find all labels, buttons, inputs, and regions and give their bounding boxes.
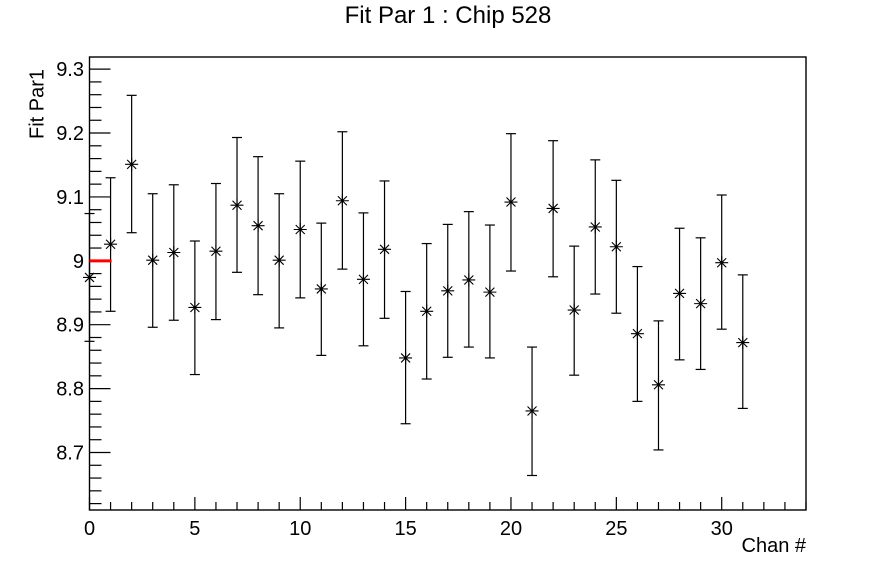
star-marker bbox=[272, 253, 286, 267]
x-tick-label: 0 bbox=[84, 518, 95, 540]
y-tick-label: 9.3 bbox=[56, 59, 84, 81]
star-marker bbox=[525, 404, 539, 418]
star-marker bbox=[251, 219, 265, 233]
x-tick-label: 30 bbox=[711, 518, 733, 540]
x-axis-title: Chan # bbox=[741, 535, 807, 557]
star-marker bbox=[399, 351, 413, 365]
star-marker bbox=[483, 285, 497, 299]
star-marker bbox=[441, 284, 455, 298]
star-marker bbox=[167, 246, 181, 260]
y-tick-label: 8.9 bbox=[56, 315, 84, 337]
star-marker bbox=[188, 300, 202, 314]
star-marker bbox=[715, 256, 729, 270]
x-tick-label: 20 bbox=[500, 518, 522, 540]
star-marker bbox=[694, 297, 708, 311]
star-marker bbox=[673, 286, 687, 300]
star-marker bbox=[504, 195, 518, 209]
y-tick-label: 8.8 bbox=[56, 379, 84, 401]
star-marker bbox=[462, 273, 476, 287]
star-marker bbox=[378, 242, 392, 256]
star-marker bbox=[546, 201, 560, 215]
star-marker bbox=[567, 303, 581, 317]
star-marker bbox=[125, 157, 139, 171]
chart-title: Fit Par 1 : Chip 528 bbox=[344, 2, 552, 29]
star-marker bbox=[651, 378, 665, 392]
star-marker bbox=[230, 198, 244, 212]
x-tick-label: 25 bbox=[605, 518, 627, 540]
x-tick-label: 15 bbox=[394, 518, 416, 540]
star-marker bbox=[630, 327, 644, 341]
star-marker bbox=[83, 270, 96, 284]
x-tick-label: 5 bbox=[189, 518, 200, 540]
star-marker bbox=[104, 237, 118, 251]
star-marker bbox=[314, 282, 328, 296]
x-tick-label: 10 bbox=[289, 518, 311, 540]
star-marker bbox=[609, 240, 623, 254]
star-marker bbox=[420, 304, 434, 318]
star-marker bbox=[356, 272, 370, 286]
star-marker bbox=[209, 244, 223, 258]
star-marker bbox=[146, 253, 160, 267]
y-tick-label: 9.2 bbox=[56, 123, 84, 145]
star-marker bbox=[736, 336, 750, 350]
y-tick-label: 8.7 bbox=[56, 442, 84, 464]
y-tick-label: 9.1 bbox=[56, 187, 84, 209]
y-tick-label: 9 bbox=[73, 251, 84, 273]
star-marker bbox=[293, 223, 307, 237]
star-marker bbox=[588, 220, 602, 234]
star-marker bbox=[335, 194, 349, 208]
